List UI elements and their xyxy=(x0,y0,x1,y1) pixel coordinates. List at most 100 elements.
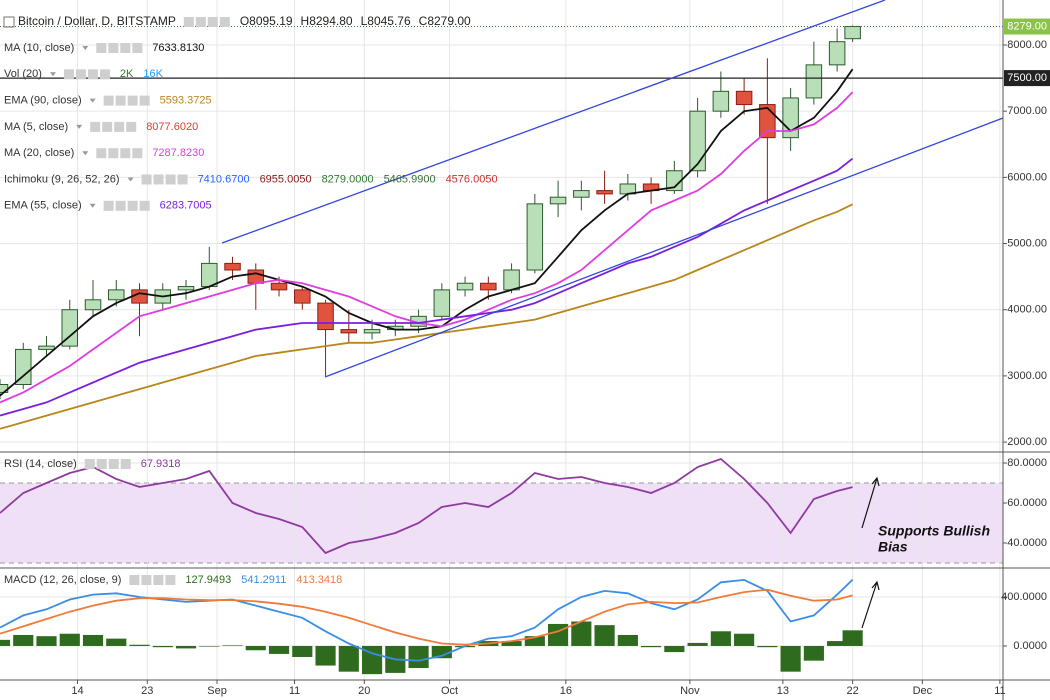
histogram-bar xyxy=(222,645,243,646)
ohlc-value: O8095.19 xyxy=(240,14,293,28)
legend-icon xyxy=(139,200,150,211)
legend-icon xyxy=(96,148,107,159)
histogram-bar xyxy=(803,645,824,661)
y-tick-label: 400.0000 xyxy=(1001,591,1047,603)
legend-value: 5465.9900 xyxy=(384,173,436,185)
annotation: Supports Bullish xyxy=(878,523,990,539)
indicator-line xyxy=(0,68,854,397)
x-tick-label: 13 xyxy=(777,685,789,697)
legend-icon xyxy=(195,17,206,27)
candle-body xyxy=(247,269,265,284)
histogram-bar xyxy=(199,645,220,647)
channel-upper xyxy=(221,0,886,244)
dropdown-icon xyxy=(82,151,89,156)
x-tick-label: 22 xyxy=(847,685,859,697)
legend-icon xyxy=(141,174,152,185)
histogram-bar xyxy=(245,645,266,651)
histogram-bar xyxy=(361,645,383,675)
candle-body xyxy=(15,348,32,385)
ohlc-value: H8294.80 xyxy=(301,14,353,28)
legend-icon xyxy=(120,459,131,469)
candle xyxy=(38,336,55,357)
legend-icon xyxy=(103,95,114,106)
candle-body xyxy=(735,90,753,106)
indicator-name: Ichimoku (9, 26, 52, 26) xyxy=(4,173,120,185)
indicator-name: MA (10, close) xyxy=(4,42,74,54)
candle-body xyxy=(363,329,381,334)
histogram-bar xyxy=(594,625,615,646)
indicator-name: MA (20, close) xyxy=(4,147,74,159)
candle xyxy=(433,283,451,320)
histogram-bar xyxy=(292,645,313,657)
legend-icon xyxy=(183,17,194,27)
dropdown-icon xyxy=(127,177,134,182)
candle-body xyxy=(340,329,358,334)
symbol-title: Bitcoin / Dollar, D, BITSTAMP xyxy=(18,14,176,28)
legend-value: 7410.6700 xyxy=(198,173,250,185)
x-tick-label: 16 xyxy=(560,685,572,697)
y-tick-label: 6000.00 xyxy=(1007,171,1047,183)
y-tick-label: 8000.00 xyxy=(1007,39,1047,51)
legend-icon xyxy=(115,200,126,211)
x-tick-label: Sep xyxy=(207,685,227,697)
legend-icon xyxy=(120,148,131,159)
histogram-bar xyxy=(268,645,290,654)
candle xyxy=(61,299,79,350)
histogram-bar xyxy=(129,644,150,646)
candle xyxy=(108,279,125,307)
histogram-bar xyxy=(431,645,452,659)
legend-icon xyxy=(115,95,126,106)
histogram-bar xyxy=(36,636,57,646)
candle xyxy=(84,279,102,317)
candle-body xyxy=(224,262,241,271)
x-tick-label: Oct xyxy=(441,685,458,697)
y-tick-label: 2000.00 xyxy=(1007,436,1047,448)
histogram-bar xyxy=(687,642,708,646)
dropdown-icon xyxy=(76,124,83,129)
histogram-bar xyxy=(0,639,11,646)
legend-icon xyxy=(165,575,176,585)
indicator-name: EMA (90, close) xyxy=(4,95,82,107)
y-tick-label: 0.0000 xyxy=(1013,640,1047,652)
candle-body xyxy=(712,90,730,112)
x-tick-label: 11 xyxy=(994,685,1005,697)
candle xyxy=(735,78,753,115)
candle-body xyxy=(61,309,79,347)
candle-body xyxy=(294,289,311,304)
indicator-line xyxy=(0,588,853,646)
labels: 2000.00 3000.00 4000.00 5000.00 6000.00 7000.… xyxy=(3,14,1050,697)
indicator-title: MACD (12, 26, close, 9) xyxy=(4,574,121,586)
candle-body xyxy=(689,110,706,172)
legend-value: 2K xyxy=(120,68,134,80)
histogram-bar xyxy=(780,645,801,672)
candle-body xyxy=(549,196,567,205)
ohlc-value: C8279.00 xyxy=(419,14,471,28)
candle xyxy=(294,286,311,310)
legend-icon xyxy=(127,200,138,211)
indicator-line xyxy=(0,157,854,417)
legend-icon xyxy=(108,43,119,53)
histogram-bar xyxy=(710,631,731,646)
candle xyxy=(596,170,613,204)
candle xyxy=(15,342,32,390)
legend-value: 5593.3725 xyxy=(160,95,212,107)
symbol-icon xyxy=(3,16,15,28)
histogram-bar xyxy=(315,645,336,666)
candle-body xyxy=(270,282,288,291)
legend-icon xyxy=(132,43,143,53)
candle xyxy=(526,193,544,274)
legend-value: 16K xyxy=(143,68,163,80)
legend-icon xyxy=(84,459,95,469)
candle-body xyxy=(201,262,218,288)
legend-icon xyxy=(120,43,131,53)
histogram-bar xyxy=(664,645,685,653)
histogram-bar xyxy=(59,633,80,646)
indicator-line xyxy=(0,203,853,430)
histogram-bar xyxy=(548,623,569,646)
y-tick-label: 40.0000 xyxy=(1007,537,1047,549)
legend-value: 7633.8130 xyxy=(152,42,204,54)
y-tick-label: 60.0000 xyxy=(1007,497,1047,509)
annotation: Bias xyxy=(878,539,908,555)
legend-value: 127.9493 xyxy=(185,574,231,586)
